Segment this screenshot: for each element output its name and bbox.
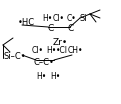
Text: •Cl: •Cl [56,46,68,55]
Text: C–C•: C–C• [34,58,55,67]
Text: C: C [67,24,73,33]
Text: Cl•: Cl• [32,46,44,55]
Text: Zr•: Zr• [53,38,68,47]
Text: Si: Si [79,14,87,23]
Text: CH•: CH• [68,46,83,55]
Text: H•: H• [50,72,60,81]
Text: H•: H• [36,72,46,81]
Text: •HC: •HC [18,18,35,27]
Text: H•: H• [42,14,52,23]
Text: Cl•: Cl• [53,14,65,23]
Text: Si–C•: Si–C• [3,52,26,61]
Text: C: C [47,24,53,33]
Text: H•: H• [46,46,56,55]
Text: C•: C• [67,14,77,23]
